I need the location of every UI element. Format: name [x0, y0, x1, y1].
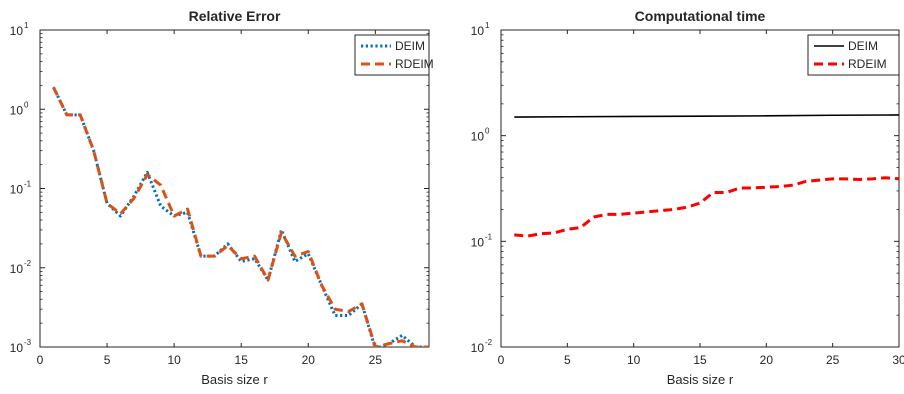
axes-box — [39, 29, 430, 348]
y-tick-exponent: 0 — [24, 100, 29, 109]
x-tick-label: 20 — [302, 353, 316, 367]
x-tick-label: 15 — [693, 353, 707, 367]
y-tick-label: 10 — [10, 103, 24, 117]
y-tick-exponent: -3 — [24, 338, 32, 347]
series-line-2 — [514, 176, 899, 238]
x-tick-label: 5 — [564, 353, 571, 367]
x-tick-label: 0 — [498, 353, 505, 367]
y-tick-exponent: 1 — [24, 21, 29, 30]
series-line-1 — [52, 86, 429, 347]
y-tick-label: 10 — [10, 24, 24, 38]
y-tick-label: 10 — [471, 235, 485, 249]
series-line-2 — [52, 86, 429, 347]
x-tick-label: 25 — [826, 353, 840, 367]
y-tick-exponent: -2 — [485, 338, 493, 347]
legend-box — [807, 34, 900, 76]
x-tick-label: 25 — [369, 353, 383, 367]
y-tick-label: 10 — [10, 341, 24, 355]
legend-label-1: DEIM — [848, 39, 878, 53]
chart-title: Relative Error — [189, 8, 281, 24]
legend-label-1: DEIM — [395, 39, 425, 53]
y-tick-exponent: -1 — [485, 232, 493, 241]
legend-label-2: RDEIM — [848, 57, 887, 71]
legend: DEIM RDEIM — [354, 34, 434, 76]
y-tick-exponent: 0 — [485, 127, 490, 136]
x-axis-label: Basis size r — [667, 372, 734, 387]
y-tick-label: 10 — [471, 24, 485, 38]
y-tick-exponent: -2 — [24, 259, 32, 268]
x-tick-label: 20 — [760, 353, 774, 367]
x-tick-label: 15 — [235, 353, 249, 367]
y-tick-exponent: -1 — [24, 180, 32, 189]
series-group — [52, 86, 429, 347]
x-axis-label: Basis size r — [201, 372, 268, 387]
y-tick-label: 10 — [471, 130, 485, 144]
x-tick-label: 10 — [627, 353, 641, 367]
x-tick-label: 5 — [104, 353, 111, 367]
y-tick-exponent: 1 — [485, 21, 490, 30]
series-line-1 — [514, 114, 899, 118]
x-tick-label: 10 — [167, 353, 181, 367]
axes-box — [500, 29, 900, 348]
x-tick-label: 0 — [37, 353, 44, 367]
series-group — [514, 114, 899, 238]
chart-title: Computational time — [635, 8, 766, 24]
y-tick-label: 10 — [10, 262, 24, 276]
y-tick-label: 10 — [10, 183, 24, 197]
y-tick-label: 10 — [471, 341, 485, 355]
legend: DEIM RDEIM — [807, 34, 900, 76]
legend-box — [354, 34, 430, 76]
x-tick-label: 30 — [892, 353, 904, 367]
legend-label-2: RDEIM — [395, 57, 434, 71]
